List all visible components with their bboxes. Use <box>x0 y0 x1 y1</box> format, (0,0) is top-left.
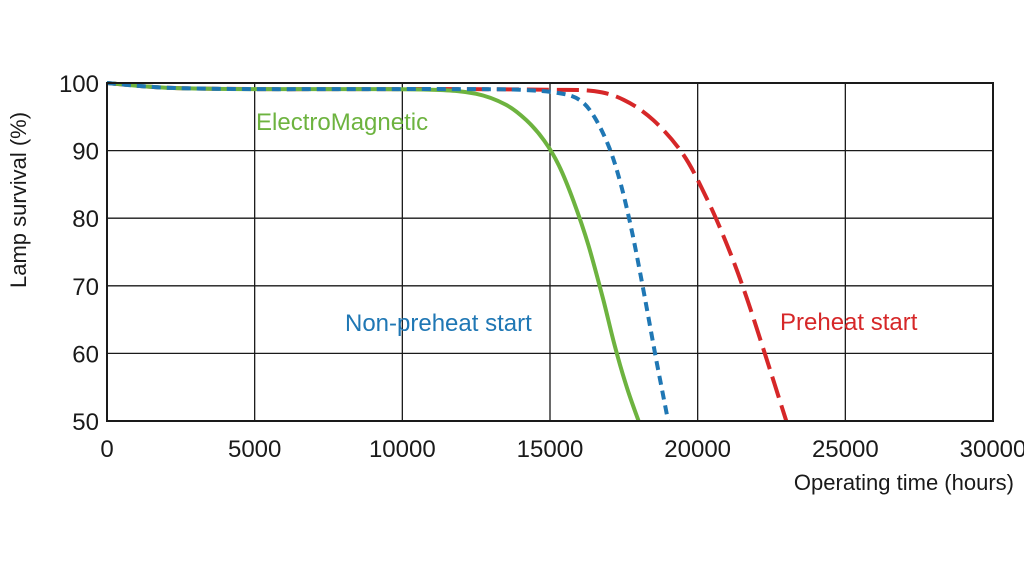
x-tick-label: 0 <box>100 436 113 463</box>
series-label-preheat: Preheat start <box>780 309 918 336</box>
x-tick-label: 15000 <box>517 436 584 463</box>
y-tick-labels: 50 60 70 80 90 100 <box>59 71 99 436</box>
plot-frame <box>106 82 994 422</box>
y-tick-label: 60 <box>72 341 99 368</box>
chart-series-layer <box>106 81 789 422</box>
x-tick-label: 30000 <box>960 436 1024 463</box>
series-line-electromagnetic <box>106 81 641 422</box>
series-label-non-preheat: Non-preheat start <box>345 310 532 337</box>
y-tick-label: 100 <box>59 71 99 98</box>
series-line-preheat-start <box>106 81 789 422</box>
chart-grid <box>106 82 994 422</box>
x-tick-labels: 0 5000 10000 15000 20000 25000 30000 <box>100 436 1024 463</box>
series-line-non-preheat-start <box>106 81 671 422</box>
x-tick-label: 20000 <box>664 436 731 463</box>
x-tick-label: 10000 <box>369 436 436 463</box>
y-tick-label: 90 <box>72 139 99 166</box>
y-tick-label: 50 <box>72 409 99 436</box>
x-axis-label: Operating time (hours) <box>794 470 1014 495</box>
y-axis-label: Lamp survival (%) <box>6 112 31 288</box>
y-tick-label: 70 <box>72 274 99 301</box>
x-tick-label: 5000 <box>228 436 281 463</box>
x-tick-label: 25000 <box>812 436 879 463</box>
y-tick-label: 80 <box>72 206 99 233</box>
series-label-electromagnetic: ElectroMagnetic <box>256 109 428 136</box>
